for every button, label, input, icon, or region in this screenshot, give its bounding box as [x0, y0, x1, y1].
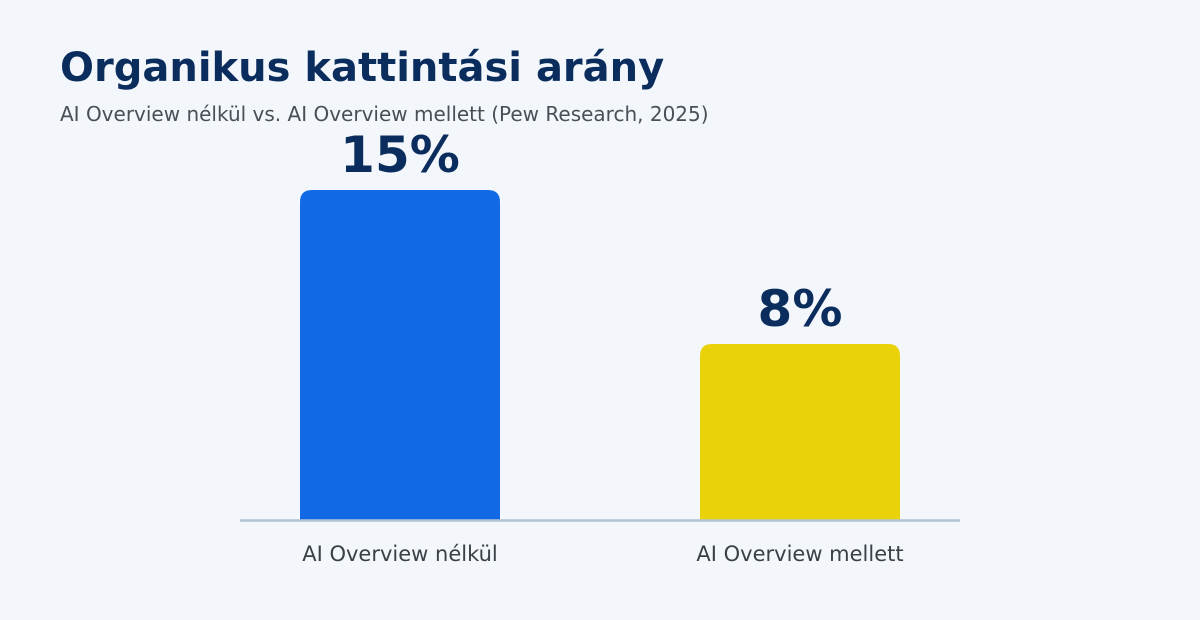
bar: [300, 190, 500, 520]
bar: [700, 344, 900, 520]
chart-subtitle: AI Overview nélkül vs. AI Overview melle…: [60, 102, 709, 126]
value-label: 8%: [758, 280, 843, 338]
category-label: AI Overview mellett: [696, 542, 903, 566]
chart-title: Organikus kattintási arány: [60, 45, 665, 91]
value-label: 15%: [340, 126, 460, 184]
category-label: AI Overview nélkül: [302, 542, 498, 566]
